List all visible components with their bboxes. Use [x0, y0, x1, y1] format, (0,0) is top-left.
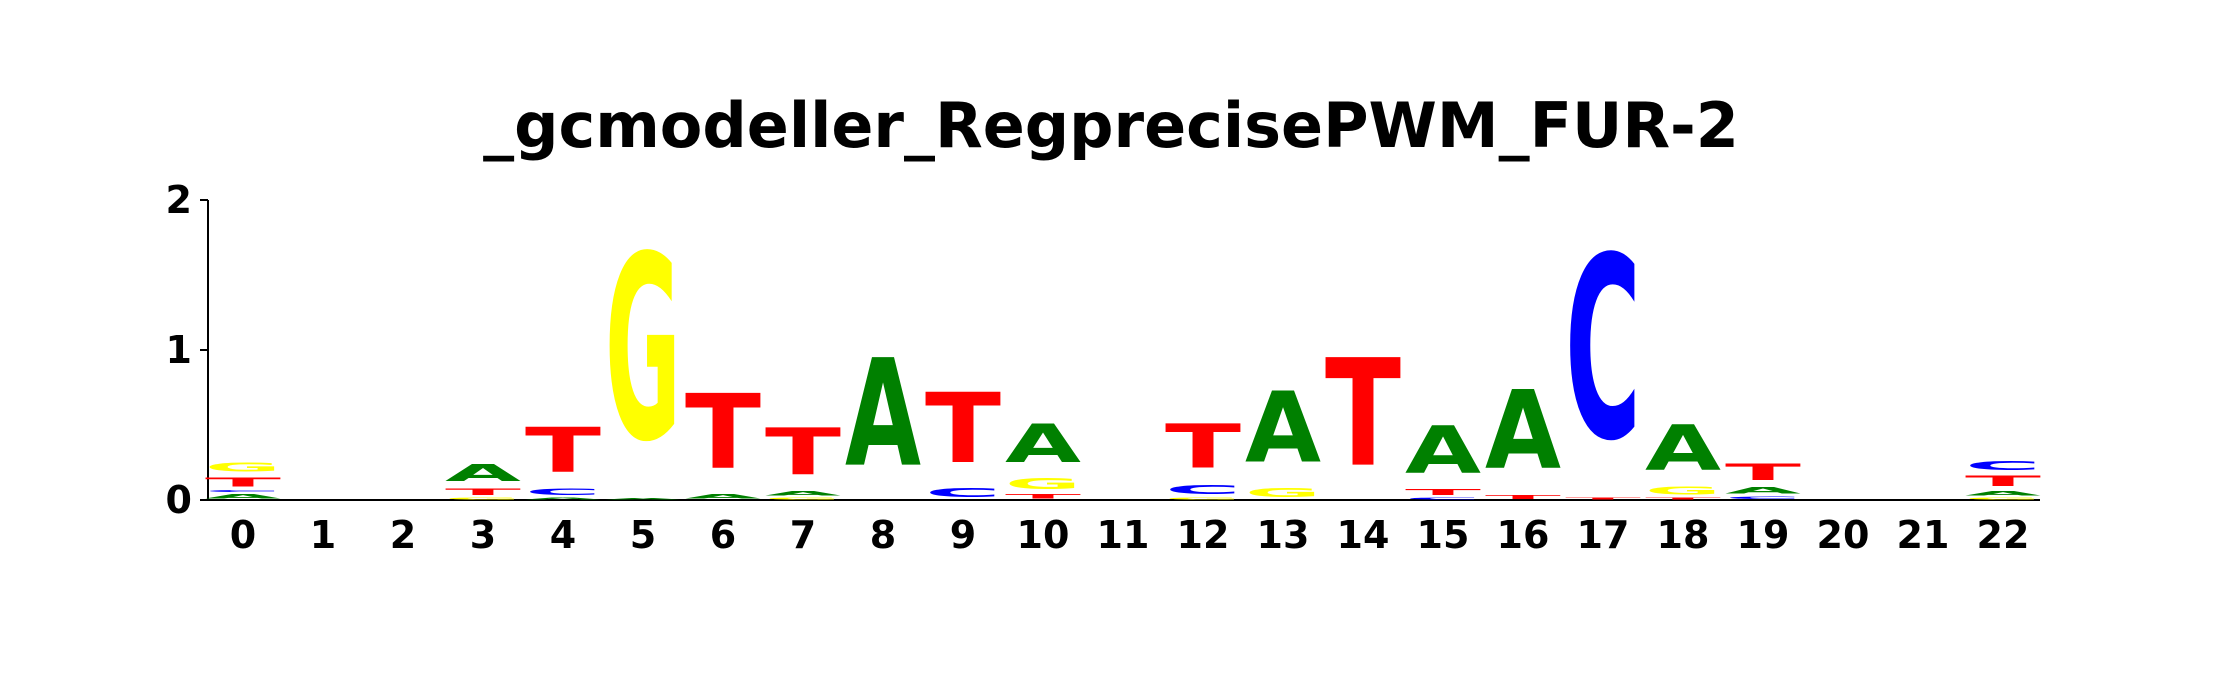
- logo-letter-T-pos-4: T: [525, 415, 601, 487]
- logo-letter-G-pos-18: G: [1645, 485, 1721, 497]
- y-axis-ticks: 0 1 2: [166, 178, 208, 522]
- logo-letter-G-pos-3: G: [445, 497, 521, 500]
- logo-letter-T-pos-19: T: [1725, 460, 1801, 485]
- chart-title: _gcmodeller_RegprecisePWM_FUR-2: [483, 89, 1739, 162]
- x-tick-label: 7: [790, 513, 816, 557]
- x-tick-label: 2: [390, 513, 416, 557]
- x-tick-label: 9: [950, 513, 976, 557]
- x-tick-label: 5: [630, 513, 656, 557]
- x-tick-label: 21: [1897, 513, 1950, 557]
- x-tick-label: 8: [870, 513, 896, 557]
- logo-letter-T-pos-17: T: [1565, 497, 1641, 500]
- logo-letter-C-pos-12: C: [1165, 482, 1241, 497]
- logo-letter-A-pos-13: A: [1245, 372, 1321, 486]
- logo-letter-T-pos-10: T: [1005, 493, 1081, 500]
- logo-letter-A-pos-19: A: [1725, 485, 1801, 495]
- logo-letter-G-pos-12: G: [1165, 497, 1241, 500]
- x-tick-label: 11: [1097, 513, 1150, 557]
- logo-letter-A-pos-15: A: [1405, 412, 1482, 488]
- x-tick-label: 19: [1737, 513, 1790, 557]
- logo-letter-A-pos-16: A: [1485, 369, 1561, 494]
- x-tick-label: 13: [1257, 513, 1310, 557]
- logo-letter-G-pos-10: G: [1005, 474, 1081, 492]
- logo-letter-C-pos-17: C: [1565, 205, 1641, 497]
- y-tick-label: 0: [166, 478, 192, 522]
- x-tick-label: 22: [1977, 513, 2030, 557]
- logo-letter-G-pos-13: G: [1245, 485, 1321, 500]
- logo-letter-G-pos-5: G: [605, 204, 681, 499]
- logo-letter-T-pos-3: T: [445, 487, 521, 497]
- logo-letter-A-pos-22: A: [1965, 490, 2041, 497]
- logo-letter-A-pos-0: A: [205, 493, 281, 500]
- y-tick-label: 1: [166, 328, 192, 372]
- logo-letter-T-pos-16: T: [1485, 494, 1561, 500]
- logo-letter-C-pos-0: C: [205, 490, 281, 493]
- logo-letter-T-pos-15: T: [1405, 488, 1481, 497]
- logo-letter-A-pos-6: A: [685, 493, 761, 500]
- logo-letter-A-pos-10: A: [1005, 413, 1081, 474]
- logo-letter-T-pos-0: T: [205, 474, 281, 489]
- logo-letter-C-pos-22: C: [1965, 458, 2041, 473]
- logo-letter-A-pos-7: A: [765, 490, 841, 497]
- logo-letter-G-pos-0: G: [205, 460, 281, 475]
- logo-letter-A-pos-3: A: [445, 460, 521, 487]
- x-axis-ticks: 0 1 2 3 4 5 6 7 8 9 10 11 12 13 14 15 16 17 18 19 20 21 22: [230, 513, 2030, 557]
- logo-letter-A-pos-8: A: [845, 328, 921, 500]
- x-tick-label: 0: [230, 513, 256, 557]
- logo-letter-T-pos-9: T: [925, 372, 1001, 485]
- x-tick-label: 6: [710, 513, 736, 557]
- x-tick-label: 1: [310, 513, 336, 557]
- logo-letter-A-pos-5: A: [605, 499, 681, 500]
- logo-letter-A-pos-18: A: [1645, 412, 1721, 485]
- x-tick-label: 20: [1817, 513, 1870, 557]
- logo-letter-G-pos-7: G: [765, 497, 841, 500]
- logo-letter-A-pos-4: A: [525, 497, 601, 500]
- axes: [207, 200, 2040, 501]
- x-tick-label: 14: [1337, 513, 1390, 557]
- logo-letter-T-pos-6: T: [685, 374, 761, 493]
- x-tick-label: 15: [1417, 513, 1470, 557]
- logo-letter-T-pos-7: T: [765, 416, 841, 490]
- x-tick-label: 3: [470, 513, 496, 557]
- x-tick-label: 10: [1017, 513, 1070, 557]
- logo-letter-G-pos-22: G: [1965, 497, 2041, 500]
- x-tick-label: 12: [1177, 513, 1230, 557]
- logo-letter-T-pos-12: T: [1165, 412, 1241, 482]
- logo-letter-C-pos-9: C: [925, 485, 1001, 500]
- logo-letter-T-pos-18: T: [1645, 497, 1721, 500]
- logo-letter-C-pos-15: C: [1405, 497, 1481, 500]
- x-tick-label: 16: [1497, 513, 1550, 557]
- x-tick-label: 17: [1577, 513, 1630, 557]
- y-tick-label: 2: [166, 178, 192, 222]
- logo-letter-T-pos-22: T: [1965, 473, 2041, 490]
- logo-letter-C-pos-19: C: [1725, 496, 1801, 500]
- logo-letter-C-pos-4: C: [525, 487, 601, 497]
- x-tick-label: 4: [550, 513, 576, 557]
- x-tick-label: 18: [1657, 513, 1710, 557]
- logo-letter-T-pos-14: T: [1325, 328, 1401, 500]
